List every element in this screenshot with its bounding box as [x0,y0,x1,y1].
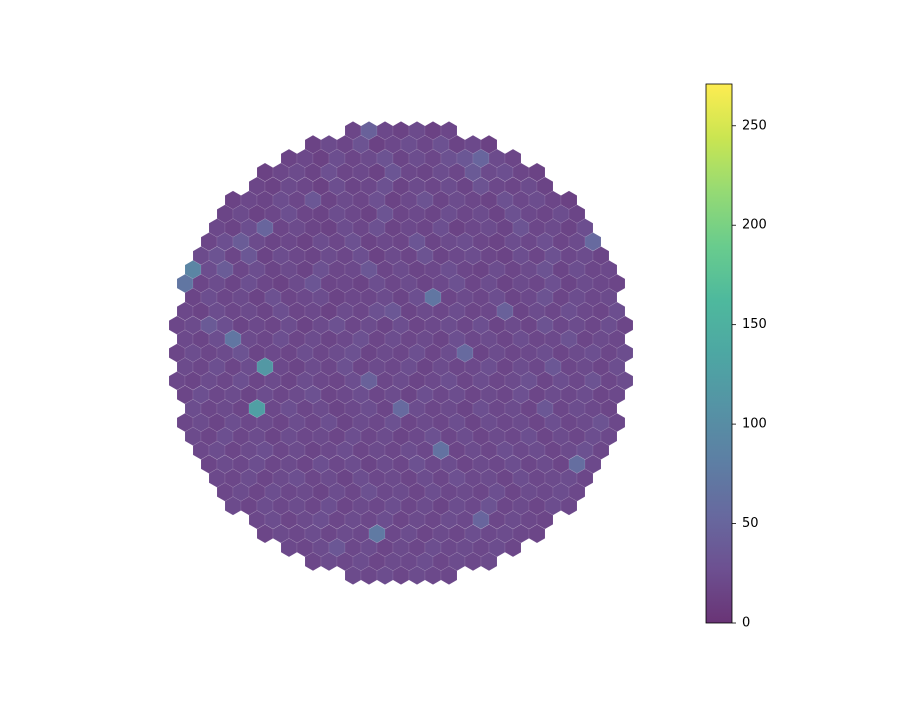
colorbar: 0 50 100 150 200 250 [705,83,767,631]
hex-cell [616,315,634,335]
colorbar-frame [705,83,733,624]
colorbar-tick-label: 100 [742,417,767,432]
colorbar-tick-label: 150 [742,317,767,332]
hex-cell [560,190,578,210]
hex-cell [560,496,578,516]
hex-cell [592,440,610,460]
colorbar-tick-label: 50 [742,516,759,531]
hex-cell [440,565,458,585]
hex-cell [608,385,626,405]
hex-cell [608,301,626,321]
hex-cell [608,273,626,294]
hex-cell [440,121,458,141]
hex-cell [536,510,554,530]
hex-cell [592,246,610,266]
hex-cell [608,329,626,349]
hex-cell [504,538,522,558]
hex-cell [576,218,594,238]
colorbar-tick-label: 200 [742,218,767,233]
colorbar-tick-label: 0 [742,616,750,631]
hex-cell [600,399,618,419]
colorbar-gradient [706,84,732,623]
hex-cell [608,357,626,377]
hex-cell [576,468,594,488]
hex-cell [600,287,618,307]
hex-cell [600,426,618,446]
hex-cell [528,162,546,182]
hex-cell [568,204,586,224]
hex-cell [528,524,546,544]
hex-cell [616,343,634,363]
hexbin-plot [168,121,634,585]
hex-cell [608,412,626,433]
hex-cell [616,371,634,391]
hex-cell [600,260,618,280]
hex-cell [480,551,498,572]
hex-cell [504,148,522,168]
colorbar-tick-label: 250 [742,118,767,133]
hex-cell [536,176,554,196]
hex-cell [584,232,602,252]
hex-cell [480,134,498,155]
hex-cell [584,454,602,474]
hex-cell [568,482,586,502]
